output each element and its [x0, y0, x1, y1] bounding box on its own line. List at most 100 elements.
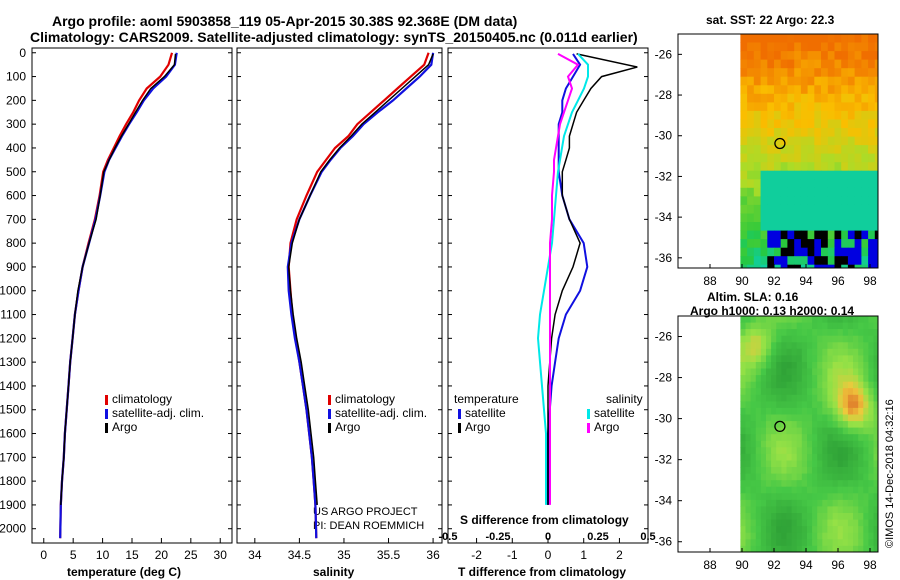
map-cell [827, 153, 835, 163]
map-cell [847, 394, 854, 402]
map-cell [858, 375, 864, 383]
map-cell [786, 348, 793, 356]
map-cell [760, 434, 767, 442]
map-cell [807, 128, 815, 137]
map-cell [740, 453, 746, 461]
map-cell [807, 204, 815, 214]
map-cell [814, 76, 822, 86]
map-cell [834, 68, 842, 78]
map-cell [753, 170, 761, 180]
depth-tick-label: 1100 [0, 308, 26, 322]
map-cell [780, 34, 788, 43]
map-cell [791, 434, 798, 442]
map-cell [766, 460, 772, 468]
map-cell [771, 335, 777, 343]
map-cell [753, 34, 761, 43]
map-cell [873, 434, 879, 442]
map-cell [812, 499, 818, 507]
map-cell [832, 427, 839, 435]
map-cell [771, 480, 777, 488]
map-cell [868, 264, 876, 269]
map-cell [842, 401, 849, 409]
map-cell [822, 499, 828, 507]
map-cell [794, 204, 802, 214]
map-cell [766, 375, 772, 383]
map-cell [796, 493, 803, 501]
map-cell [740, 110, 748, 120]
map-cell [745, 526, 752, 534]
map-cell [760, 128, 768, 137]
map-cell [766, 394, 772, 402]
map-cell [868, 381, 874, 389]
map-cell [807, 407, 813, 415]
map-cell [740, 329, 746, 337]
map-cell [786, 375, 793, 383]
map-cell [873, 316, 879, 324]
x-tick-label: 0 [40, 548, 47, 562]
map-cell [854, 34, 862, 43]
map-cell [868, 162, 876, 172]
map-cell [776, 368, 782, 376]
map-cell [771, 473, 777, 481]
map-cell [827, 264, 835, 269]
map-cell [827, 128, 835, 137]
map-cell [791, 362, 798, 370]
map-cell [863, 407, 869, 415]
map-cell [827, 368, 833, 376]
map-cell [827, 222, 835, 231]
map-cell [814, 204, 822, 214]
map-cell [822, 394, 828, 402]
map-cell [807, 394, 813, 402]
map-cell [854, 222, 862, 231]
map-cell [767, 162, 775, 172]
map-cell [801, 499, 808, 507]
map-cell [863, 486, 869, 494]
map-cell [766, 519, 772, 527]
map-cell [873, 407, 879, 415]
map-cell [868, 421, 874, 429]
map-cell [753, 196, 761, 206]
map-cell [868, 128, 876, 137]
map-cell [740, 85, 748, 95]
map-cell [837, 493, 844, 501]
legend-entry: satellite [594, 406, 635, 420]
map-cell [847, 187, 856, 197]
map-cell [760, 335, 767, 343]
map-cell [794, 213, 802, 223]
map-cell [780, 59, 788, 69]
map-cell [812, 381, 818, 389]
map-cell [776, 506, 782, 514]
map-cell [861, 51, 869, 61]
map-cell [854, 162, 862, 172]
map-cell [822, 519, 828, 527]
map-cell [807, 162, 815, 172]
map-cell [822, 453, 828, 461]
map-cell [873, 545, 879, 553]
map-cell [841, 145, 849, 155]
map-cell [796, 348, 803, 356]
map-cell [766, 381, 772, 389]
map-cell [801, 434, 808, 442]
map-cell [812, 329, 818, 337]
map-cell [760, 545, 767, 553]
map-cell [771, 375, 777, 383]
map-cell [858, 453, 864, 461]
map-cell [868, 460, 874, 468]
map-cell [822, 467, 828, 475]
map-cell [868, 204, 876, 214]
legend-swatch [105, 395, 108, 405]
map-cell [760, 421, 767, 429]
map-cell [740, 375, 746, 383]
map-cell [791, 539, 798, 547]
map-cell [807, 85, 815, 95]
map-cell [796, 342, 803, 350]
map-cell [822, 355, 828, 363]
map-cell [814, 110, 822, 120]
map-cell [776, 480, 782, 488]
map-cell [796, 460, 803, 468]
map-cell [750, 493, 757, 501]
map-cell [834, 136, 842, 146]
map-cell [755, 342, 762, 350]
map-cell [760, 467, 767, 475]
map-cell [827, 59, 835, 69]
